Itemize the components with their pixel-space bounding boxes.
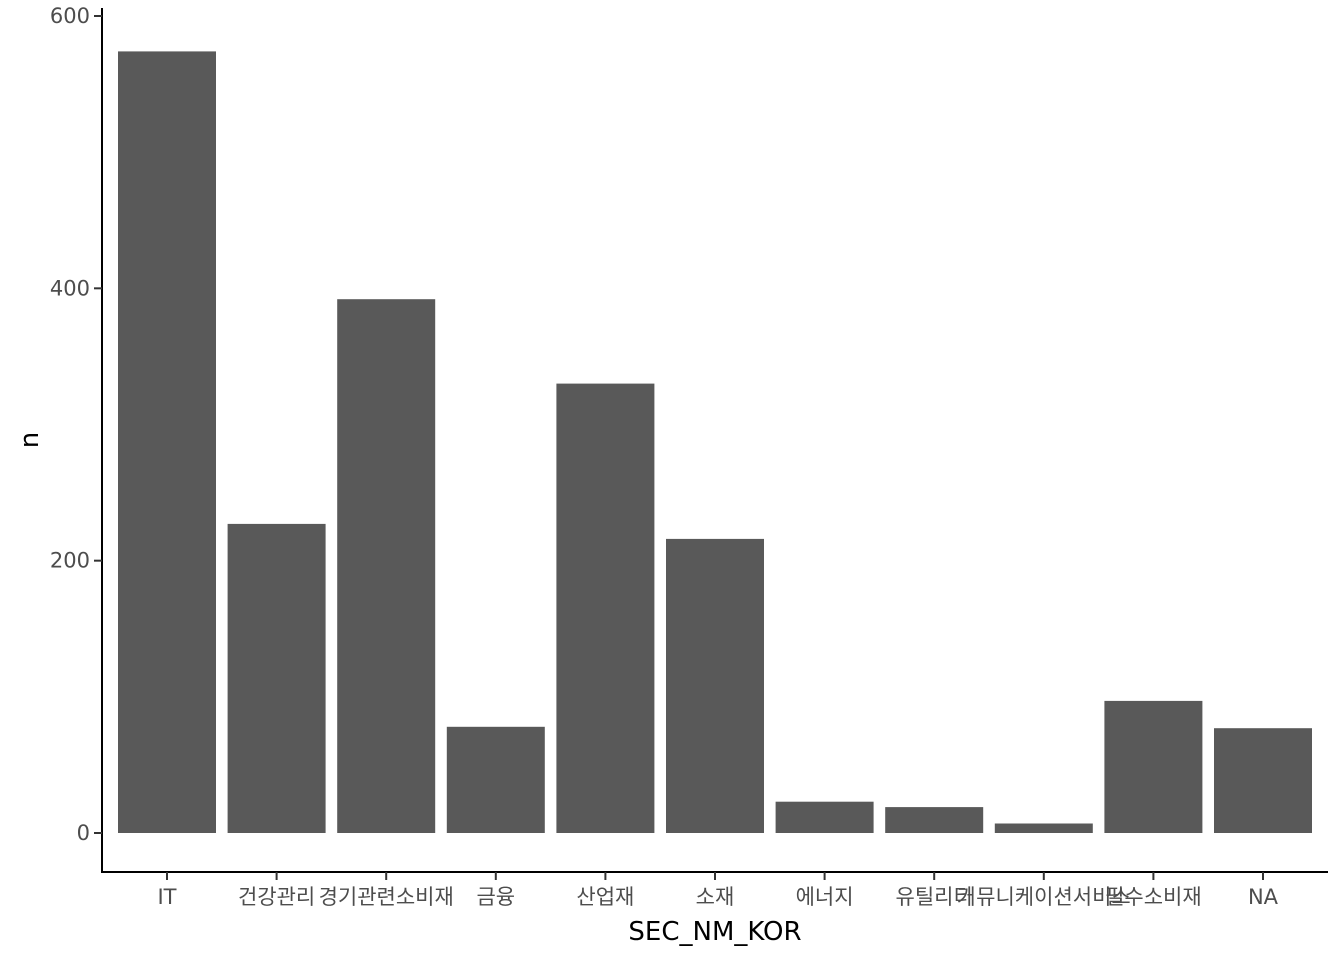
x-tick-label-9: 필수소비재 (1105, 885, 1202, 909)
bar-9 (1104, 700, 1203, 833)
x-tick-label-10: NA (1248, 885, 1279, 909)
x-tick-label-4: 산업재 (576, 885, 634, 909)
bar-2 (337, 299, 436, 833)
x-tick-label-1: 건강관리 (238, 885, 315, 909)
y-axis: 0 200 400 600 (50, 4, 103, 872)
y-axis-title: n (15, 432, 45, 448)
x-tick-label-7: 유틸리티 (896, 885, 973, 909)
bars-group (118, 51, 1312, 833)
y-tick-label-0: 0 (77, 821, 90, 845)
bar-3 (446, 726, 545, 833)
x-tick-label-3: 금융 (476, 885, 515, 909)
x-axis-title: SEC_NM_KOR (628, 917, 801, 947)
bar-0 (118, 51, 216, 833)
bar-7 (885, 807, 984, 833)
bar-8 (994, 823, 1093, 833)
y-tick-label-2: 400 (50, 276, 90, 300)
x-tick-label-8: 커뮤니케이션서비스 (957, 885, 1131, 909)
x-axis: IT 건강관리 경기관련소비재 금융 산업재 소재 에너지 유틸리티커뮤니케이션서비스필수소비… (101, 871, 1328, 909)
x-tick-label-6: 에너지 (796, 885, 854, 909)
x-tick-label-2: 경기관련소비재 (319, 885, 454, 909)
y-tick-label-1: 200 (50, 549, 90, 573)
bar-1 (227, 523, 326, 833)
x-tick-label-0: IT (157, 885, 176, 909)
y-tick-label-3: 600 (50, 4, 90, 28)
bar-5 (666, 538, 764, 833)
bar-6 (775, 801, 874, 833)
bar-4 (556, 383, 655, 833)
x-tick-label-5: 소재 (696, 885, 735, 909)
bar-10 (1214, 728, 1312, 833)
